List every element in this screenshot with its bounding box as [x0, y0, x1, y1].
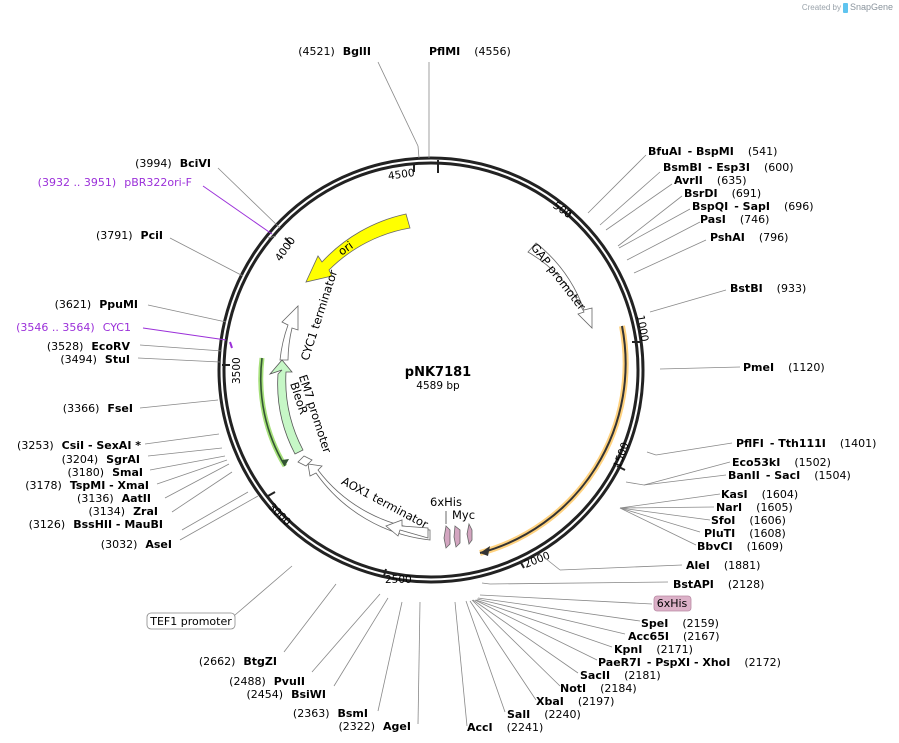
svg-text:PflFI- Tth111I(1401): PflFI - Tth111I (1401) [736, 437, 876, 450]
svg-text:SalI(2240): SalI (2240) [507, 708, 581, 721]
svg-text:(3204)SgrAI: (3204) SgrAI [62, 453, 140, 466]
snapgene-credit: Created by SnapGene [802, 2, 893, 13]
feature-orf-arc[interactable] [479, 325, 629, 556]
site-connectors-left [137, 61, 430, 725]
svg-text:PmeI(1120): PmeI (1120) [743, 361, 825, 374]
svg-text:(3032)AseI: (3032) AseI [101, 538, 172, 551]
svg-text:BbvCI(1609): BbvCI (1609) [697, 540, 783, 553]
tef1-promoter-callout[interactable]: TEF1 promoter [146, 612, 236, 630]
plasmid-length: 4589 bp [416, 380, 460, 392]
svg-text:BfuAI- BspMI(541): BfuAI - BspMI (541) [648, 145, 777, 158]
svg-text:SpeI(2159): SpeI (2159) [641, 617, 719, 630]
tick-3500: 3500 [231, 357, 243, 384]
primer-connectors [142, 185, 273, 349]
svg-text:(3126)BssHII - MauBI: (3126) BssHII - MauBI [29, 518, 163, 531]
svg-text:(3494)StuI: (3494) StuI [60, 353, 130, 366]
svg-text:BsrDI(691): BsrDI (691) [684, 187, 761, 200]
his-tag-box-label: 6xHis [657, 597, 688, 610]
svg-text:NarI(1605): NarI (1605) [716, 501, 793, 514]
svg-text:(2488)PvuII: (2488) PvuII [229, 675, 305, 688]
cyc1-terminator-label: CYC1 terminator [298, 268, 341, 362]
svg-text:(3136)AatII: (3136) AatII [77, 492, 151, 505]
gap-promoter-label: GAP promoter [528, 241, 589, 313]
svg-text:SacII(2181): SacII (2181) [580, 669, 661, 682]
snapgene-logo-icon [842, 2, 848, 13]
site-connectors-right [454, 154, 741, 727]
svg-text:AleI(1881): AleI (1881) [686, 559, 760, 572]
feature-tags[interactable]: 6xHis Myc [430, 495, 475, 549]
svg-text:(2363)BsmI: (2363) BsmI [293, 707, 368, 720]
tick-1500: 1500 [611, 441, 631, 470]
svg-text:SfoI(1606): SfoI (1606) [711, 514, 786, 527]
position-ticks [222, 160, 640, 577]
feature-cyc1-terminator[interactable]: CYC1 terminator [279, 268, 341, 362]
feature-em7-promoter[interactable]: EM7 promoter [296, 373, 335, 467]
svg-text:(2322)AgeI: (2322) AgeI [338, 720, 411, 733]
svg-text:PaeR7I- PspXI - XhoI(2172): PaeR7I - PspXI - XhoI (2172) [598, 656, 781, 669]
svg-text:AvrII(635): AvrII (635) [674, 174, 747, 187]
svg-text:(4521)BglII: (4521) BglII [298, 45, 371, 58]
svg-text:Eco53kI(1502): Eco53kI (1502) [732, 456, 831, 469]
svg-text:(3180)SmaI: (3180) SmaI [68, 466, 143, 479]
backbone [217, 156, 645, 584]
svg-text:PflMI(4556): PflMI (4556) [429, 45, 511, 58]
primer-labels: (3932 .. 3951) pBR322ori-F (3546 .. 3564)… [16, 176, 192, 334]
plasmid-name: pNK7181 [405, 365, 471, 380]
tick-3000: 3000 [266, 501, 293, 528]
myc-tag-label: Myc [452, 508, 475, 522]
tick-4000: 4000 [273, 235, 298, 264]
feature-gap-promoter[interactable]: GAP promoter [527, 241, 593, 329]
svg-text:PasI(746): PasI (746) [700, 213, 769, 226]
svg-text:(3994)BciVI: (3994) BciVI [135, 157, 211, 170]
svg-text:BanII- SacI(1504): BanII - SacI (1504) [728, 469, 851, 482]
credit-prefix: Created by [801, 3, 841, 12]
credit-brand: SnapGene [849, 2, 893, 12]
svg-text:PshAI(796): PshAI (796) [710, 231, 788, 244]
svg-text:(3546 .. 3564)CYC1: (3546 .. 3564) CYC1 [16, 321, 131, 334]
tick-4500: 4500 [387, 167, 415, 183]
svg-text:XbaI(2197): XbaI (2197) [536, 695, 614, 708]
sites-left-labels: (4521) BglII PflMI (4556) (3994) BciVI (379… [17, 45, 511, 733]
his-tag-callout[interactable]: 6xHis [653, 595, 692, 612]
svg-text:(2662)BtgZI: (2662) BtgZI [199, 655, 277, 668]
svg-text:Acc65I(2167): Acc65I (2167) [628, 630, 720, 643]
svg-text:NotI(2184): NotI (2184) [560, 682, 637, 695]
svg-text:(3932 .. 3951)pBR322ori-F: (3932 .. 3951) pBR322ori-F [38, 176, 192, 189]
his-tag-label: 6xHis [430, 495, 462, 509]
svg-text:BsmBI- Esp3I(600): BsmBI - Esp3I (600) [663, 161, 794, 174]
svg-text:(3253)CsiI - SexAI *: (3253) CsiI - SexAI * [17, 439, 141, 452]
tick-2500: 2500 [385, 574, 412, 586]
svg-text:(2454)BsiWI: (2454) BsiWI [246, 688, 326, 701]
sites-right-labels: BfuAI - BspMI (541) BsmBI - Esp3I (600) AvrI… [467, 145, 876, 734]
svg-text:BstBI(933): BstBI (933) [730, 282, 806, 295]
svg-text:BstAPI(2128): BstAPI (2128) [673, 578, 764, 591]
tef1-promoter-label: TEF1 promoter [149, 615, 232, 628]
feature-aox1-terminator[interactable]: AOX1 terminator [307, 463, 431, 541]
svg-text:AccI(2241): AccI (2241) [467, 721, 543, 734]
feature-ori[interactable]: ori [305, 213, 411, 283]
svg-text:KasI(1604): KasI (1604) [721, 488, 798, 501]
svg-text:PluTI(1608): PluTI (1608) [704, 527, 786, 540]
svg-text:KpnI(2171): KpnI (2171) [614, 643, 693, 656]
svg-text:(3528)EcoRV: (3528) EcoRV [47, 340, 131, 353]
svg-text:(3178)TspMI - XmaI: (3178) TspMI - XmaI [25, 479, 149, 492]
tick-1000: 1000 [634, 314, 650, 342]
svg-text:(3134)ZraI: (3134) ZraI [89, 505, 159, 518]
svg-text:(3366)FseI: (3366) FseI [63, 402, 133, 415]
svg-text:(3791)PciI: (3791) PciI [96, 229, 163, 242]
svg-text:BspQI- SapI(696): BspQI - SapI (696) [692, 200, 814, 213]
svg-text:(3621)PpuMI: (3621) PpuMI [55, 298, 138, 311]
